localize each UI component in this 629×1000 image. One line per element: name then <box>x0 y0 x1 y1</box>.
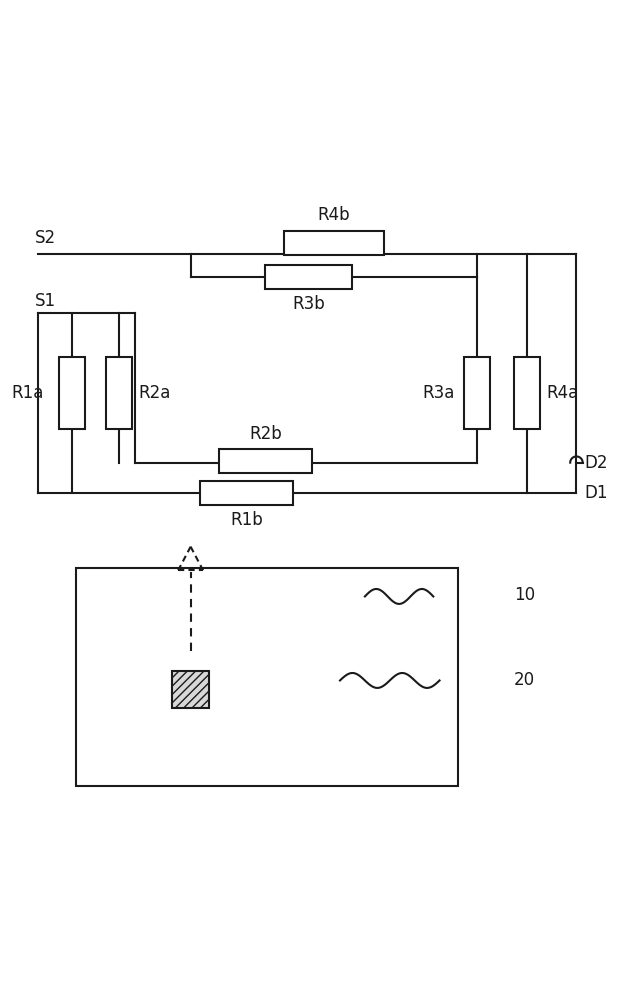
Text: 20: 20 <box>515 671 535 689</box>
Bar <box>219 449 312 473</box>
Text: S2: S2 <box>35 229 56 247</box>
Bar <box>265 265 352 289</box>
Text: R3a: R3a <box>422 384 455 402</box>
Text: R4a: R4a <box>546 384 578 402</box>
Bar <box>75 568 458 786</box>
Bar <box>200 481 293 505</box>
Bar <box>284 231 384 255</box>
Text: D1: D1 <box>584 484 608 502</box>
Text: R3b: R3b <box>292 295 325 313</box>
Text: R1b: R1b <box>230 511 263 529</box>
Bar <box>106 357 132 429</box>
Text: R1a: R1a <box>11 384 44 402</box>
Text: R4b: R4b <box>318 206 350 224</box>
Text: D2: D2 <box>584 454 608 472</box>
Bar <box>514 357 540 429</box>
Text: R2a: R2a <box>138 384 170 402</box>
Bar <box>172 671 209 708</box>
Text: 10: 10 <box>515 586 535 604</box>
Bar <box>59 357 86 429</box>
Bar <box>464 357 490 429</box>
Text: S1: S1 <box>35 292 56 310</box>
Text: R2b: R2b <box>249 425 282 443</box>
